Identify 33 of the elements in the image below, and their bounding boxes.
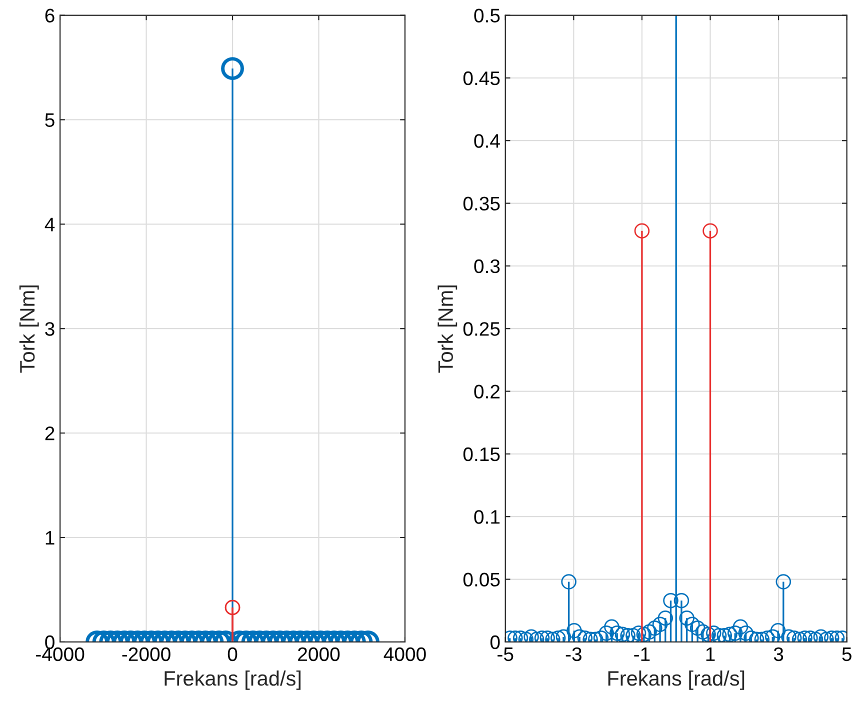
x-tick-label: -3 [566, 647, 582, 662]
x-tick-label: 5 [842, 648, 852, 662]
y-tick-label: 0.35 [463, 196, 500, 211]
x-tick-label: -1 [634, 648, 650, 661]
y-tick-label: 0.1 [474, 510, 500, 524]
y-axis-title: Tork [Nm] [438, 286, 458, 373]
y-tick-label: 0 [490, 635, 500, 650]
y-tick-label: 0 [45, 635, 54, 650]
y-axis-title: Tork [Nm] [19, 286, 39, 373]
x-tick-label: -5 [498, 648, 514, 662]
y-tick-label: 6 [45, 8, 54, 23]
y-tick-label: 0.3 [474, 259, 500, 274]
x-tick-label: 1 [706, 648, 715, 661]
y-tick-label: 0.4 [474, 134, 500, 148]
y-tick-label: 4 [44, 218, 55, 232]
y-tick-label: 0.05 [463, 572, 500, 587]
x-tick-label: -4000 [36, 647, 84, 662]
x-tick-label: -2000 [122, 647, 170, 662]
x-tick-label: 2000 [298, 647, 340, 662]
x-axis-title: Frekans [rad/s] [608, 670, 744, 690]
y-tick-label: 0.2 [474, 384, 500, 399]
y-tick-label: 0.25 [463, 322, 500, 336]
y-tick-label: 5 [45, 113, 54, 127]
y-tick-label: 3 [45, 322, 54, 336]
y-tick-label: 0.5 [474, 8, 500, 23]
x-tick-label: 3 [774, 647, 784, 662]
y-tick-label: 0.15 [463, 447, 500, 462]
y-tick-label: 0.45 [463, 71, 500, 86]
x-tick-label: 4000 [384, 647, 426, 662]
y-tick-label: 2 [45, 426, 54, 440]
x-axis-title: Frekans [rad/s] [164, 670, 301, 690]
x-tick-label: 0 [228, 647, 238, 662]
y-tick-label: 1 [46, 531, 54, 545]
